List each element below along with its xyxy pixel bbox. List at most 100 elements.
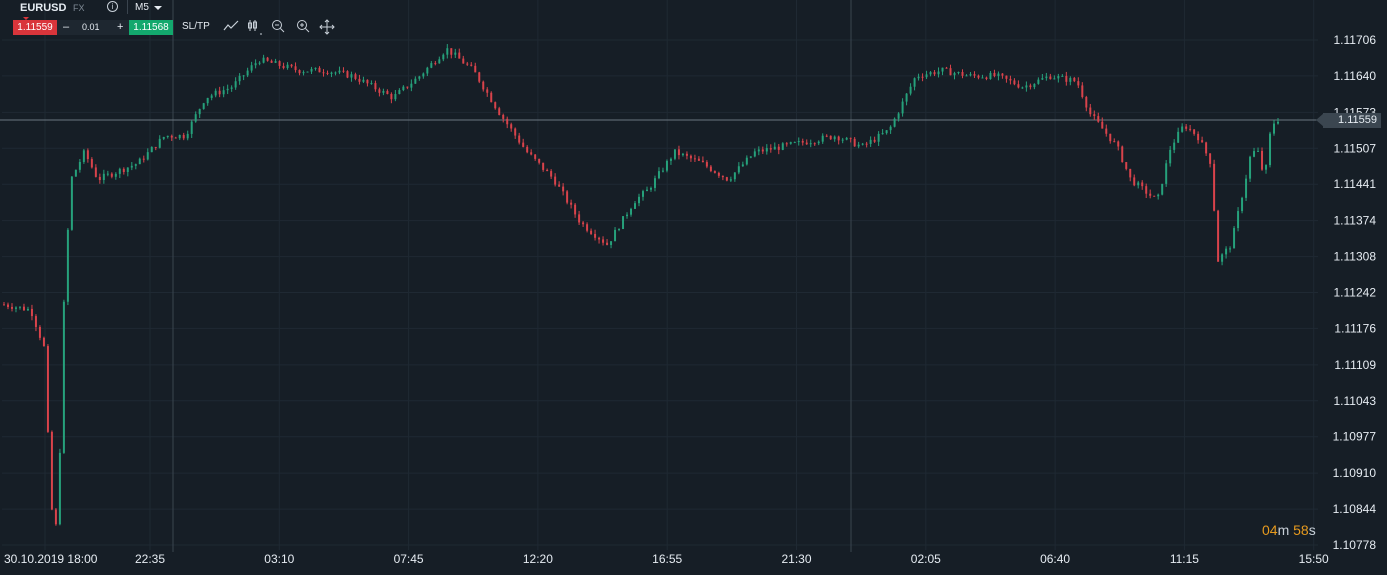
candle: [206, 97, 209, 106]
candle: [1105, 124, 1108, 137]
sltp-button[interactable]: SL/TP: [182, 21, 210, 32]
candle-body: [857, 144, 860, 147]
candle: [350, 71, 353, 82]
candle: [897, 112, 900, 122]
y-tick-label: 1.11176: [1334, 321, 1376, 335]
candles-icon[interactable]: [247, 19, 263, 35]
increase-button[interactable]: +: [117, 21, 124, 33]
symbol-name[interactable]: EURUSD: [20, 2, 67, 14]
candle-body: [673, 149, 676, 159]
candle: [1177, 127, 1180, 144]
chart-toolbar: EURUSD FX i M5 1.11559 – 0.01 + 1.11568 …: [0, 0, 360, 42]
zoom-out-icon[interactable]: [271, 19, 285, 33]
candle: [813, 142, 816, 146]
candle: [422, 72, 425, 79]
decrease-button[interactable]: –: [63, 21, 70, 33]
current-price-label: 1.11559: [1323, 113, 1381, 128]
candle: [717, 171, 720, 178]
candle: [933, 70, 936, 77]
candle: [1041, 73, 1044, 81]
candle-body: [1093, 114, 1096, 117]
candle: [1145, 183, 1148, 199]
zoom-in-icon[interactable]: [296, 19, 310, 33]
sell-button[interactable]: 1.11559: [13, 20, 57, 35]
move-icon[interactable]: [319, 19, 337, 36]
candle-body: [1273, 123, 1276, 134]
candle-body: [294, 66, 297, 71]
candle-body: [242, 75, 245, 77]
candle-body: [382, 90, 385, 93]
candle: [705, 160, 708, 169]
candle-body: [1265, 165, 1268, 170]
candle-body: [1145, 186, 1148, 194]
candle-body: [937, 71, 940, 75]
candle-body: [602, 239, 605, 243]
candle: [294, 62, 297, 73]
candle: [641, 189, 644, 201]
candle-body: [466, 63, 469, 65]
candle: [258, 61, 261, 66]
candle: [1189, 124, 1192, 132]
candle: [630, 207, 633, 217]
candle: [981, 74, 984, 79]
candle: [1081, 82, 1084, 99]
candle-body: [46, 346, 49, 432]
candle: [330, 71, 333, 78]
candle: [921, 73, 924, 82]
candle: [1201, 136, 1204, 143]
candle: [374, 80, 377, 92]
candle-body: [562, 186, 565, 192]
candle-body: [861, 143, 864, 145]
candle-body: [222, 90, 225, 95]
candle-body: [514, 128, 517, 136]
candle-body: [753, 151, 756, 157]
candle-body: [34, 316, 37, 327]
quantity-stepper[interactable]: – 0.01 +: [57, 20, 129, 35]
candle-body: [190, 121, 193, 134]
candle: [1157, 193, 1160, 200]
candle-body: [929, 72, 932, 75]
candle: [1001, 73, 1004, 79]
candle: [418, 75, 421, 81]
time-axis[interactable]: 30.10.2019 18:00 22:35 03:10 07:45 12:20 16:5…: [4, 552, 1329, 566]
candle: [1089, 103, 1092, 117]
line-chart-icon[interactable]: [223, 19, 239, 33]
candle-body: [70, 176, 73, 230]
candle-body: [973, 74, 976, 76]
candle-body: [1117, 141, 1120, 147]
candle: [765, 144, 768, 155]
candle-body: [502, 114, 505, 119]
y-tick-label: 1.11043: [1334, 394, 1377, 408]
candle: [781, 142, 784, 151]
info-icon[interactable]: i: [107, 1, 118, 12]
candle-body: [733, 172, 736, 180]
candle-body: [1041, 78, 1044, 80]
candle-body: [797, 140, 800, 143]
candle-body: [1201, 140, 1204, 143]
candle: [394, 89, 397, 102]
candle: [314, 67, 317, 71]
quantity-field[interactable]: 0.01: [82, 22, 100, 32]
candle: [478, 71, 481, 84]
candle-body: [889, 126, 892, 131]
candle-body: [178, 134, 181, 139]
candle-body: [1157, 194, 1160, 197]
buy-button[interactable]: 1.11568: [129, 20, 173, 35]
chevron-down-icon[interactable]: [154, 6, 162, 10]
candle-body: [578, 214, 581, 223]
price-axis[interactable]: 1.117061.116401.115731.115071.114411.113…: [1333, 33, 1377, 552]
timeframe-select[interactable]: M5: [135, 2, 149, 13]
candle: [737, 162, 740, 175]
candle-body: [785, 143, 788, 145]
candle-body: [1181, 126, 1184, 132]
candle-body: [1225, 248, 1228, 255]
candle-body: [498, 108, 501, 115]
candle: [733, 172, 736, 182]
candle: [430, 60, 433, 69]
candle-body: [901, 101, 904, 114]
candle-body: [566, 191, 569, 203]
candle: [1257, 147, 1260, 152]
candle: [10, 303, 13, 312]
candle-body: [913, 78, 916, 87]
